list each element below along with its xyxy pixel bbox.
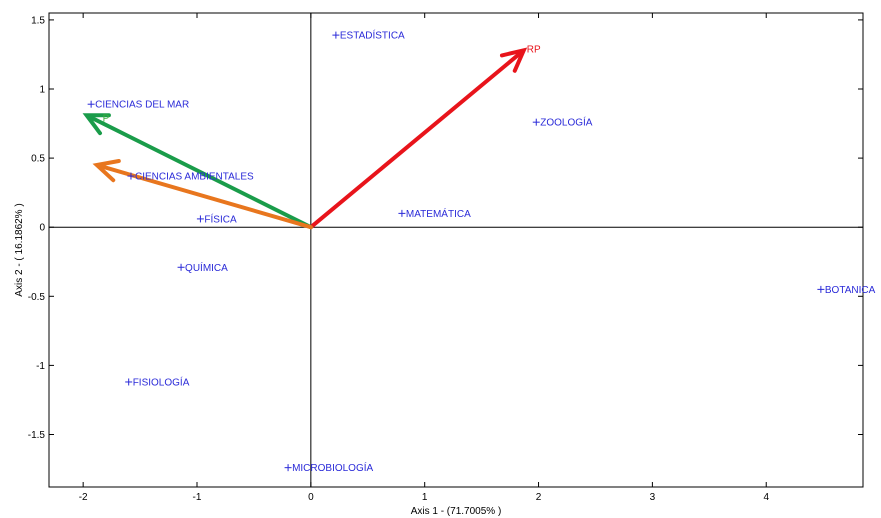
- vector-arrowhead: [499, 47, 528, 73]
- x-tick-label: 2: [536, 492, 542, 503]
- y-tick-label: 0: [39, 223, 45, 234]
- point-label: CIENCIAS DEL MAR: [95, 100, 189, 111]
- ticks-layer: -2 -1 0 1 2 3 4 -1.5 -1 -0.5 0 0.5 1 1.5: [28, 13, 863, 503]
- vector-shaft: [308, 49, 525, 230]
- x-tick-label: 4: [763, 492, 769, 503]
- point-label: MICROBIOLOGÍA: [292, 461, 373, 474]
- x-tick-label: -1: [193, 492, 202, 503]
- point-label: MATEMÁTICA: [406, 207, 471, 220]
- vector-shaft: [86, 114, 313, 230]
- point-label: CIENCIAS AMBIENTALES: [135, 172, 254, 183]
- x-tick-label: 0: [308, 492, 314, 503]
- vector-arrowhead: [82, 113, 111, 136]
- y-tick-label: 1: [39, 85, 45, 96]
- y-tick-label: 1.5: [31, 15, 45, 26]
- x-axis-title: Axis 1 - (71.7005% ): [411, 506, 502, 517]
- x-tick-label: 1: [422, 492, 428, 503]
- point-label: ZOOLOGÍA: [540, 116, 593, 129]
- x-tick-label: -2: [79, 492, 88, 503]
- y-tick-label: -1: [36, 361, 45, 372]
- x-tick-label: 3: [650, 492, 656, 503]
- point-label: FÍSICA: [204, 212, 237, 225]
- y-tick-label: 0.5: [31, 154, 45, 165]
- axes-layer: [49, 13, 863, 487]
- y-tick-label: -0.5: [28, 292, 46, 303]
- point-label: FISIOLOGÍA: [133, 375, 190, 388]
- vector-label: P: [103, 113, 110, 124]
- vector-arrowhead: [92, 158, 121, 183]
- point-label: QUÍMICA: [185, 261, 228, 274]
- points-layer: ESTADÍSTICA CIENCIAS DEL MAR ZOOLOGÍA CIENC…: [87, 29, 876, 474]
- plot-area: [48, 12, 864, 488]
- y-tick-label: -1.5: [28, 430, 46, 441]
- point-label: ESTADÍSTICA: [340, 29, 405, 42]
- point-label: BOTANICA: [825, 285, 876, 296]
- y-axis-title: Axis 2 - ( 16.1862% ): [14, 203, 25, 296]
- vector-label: RP: [527, 44, 541, 55]
